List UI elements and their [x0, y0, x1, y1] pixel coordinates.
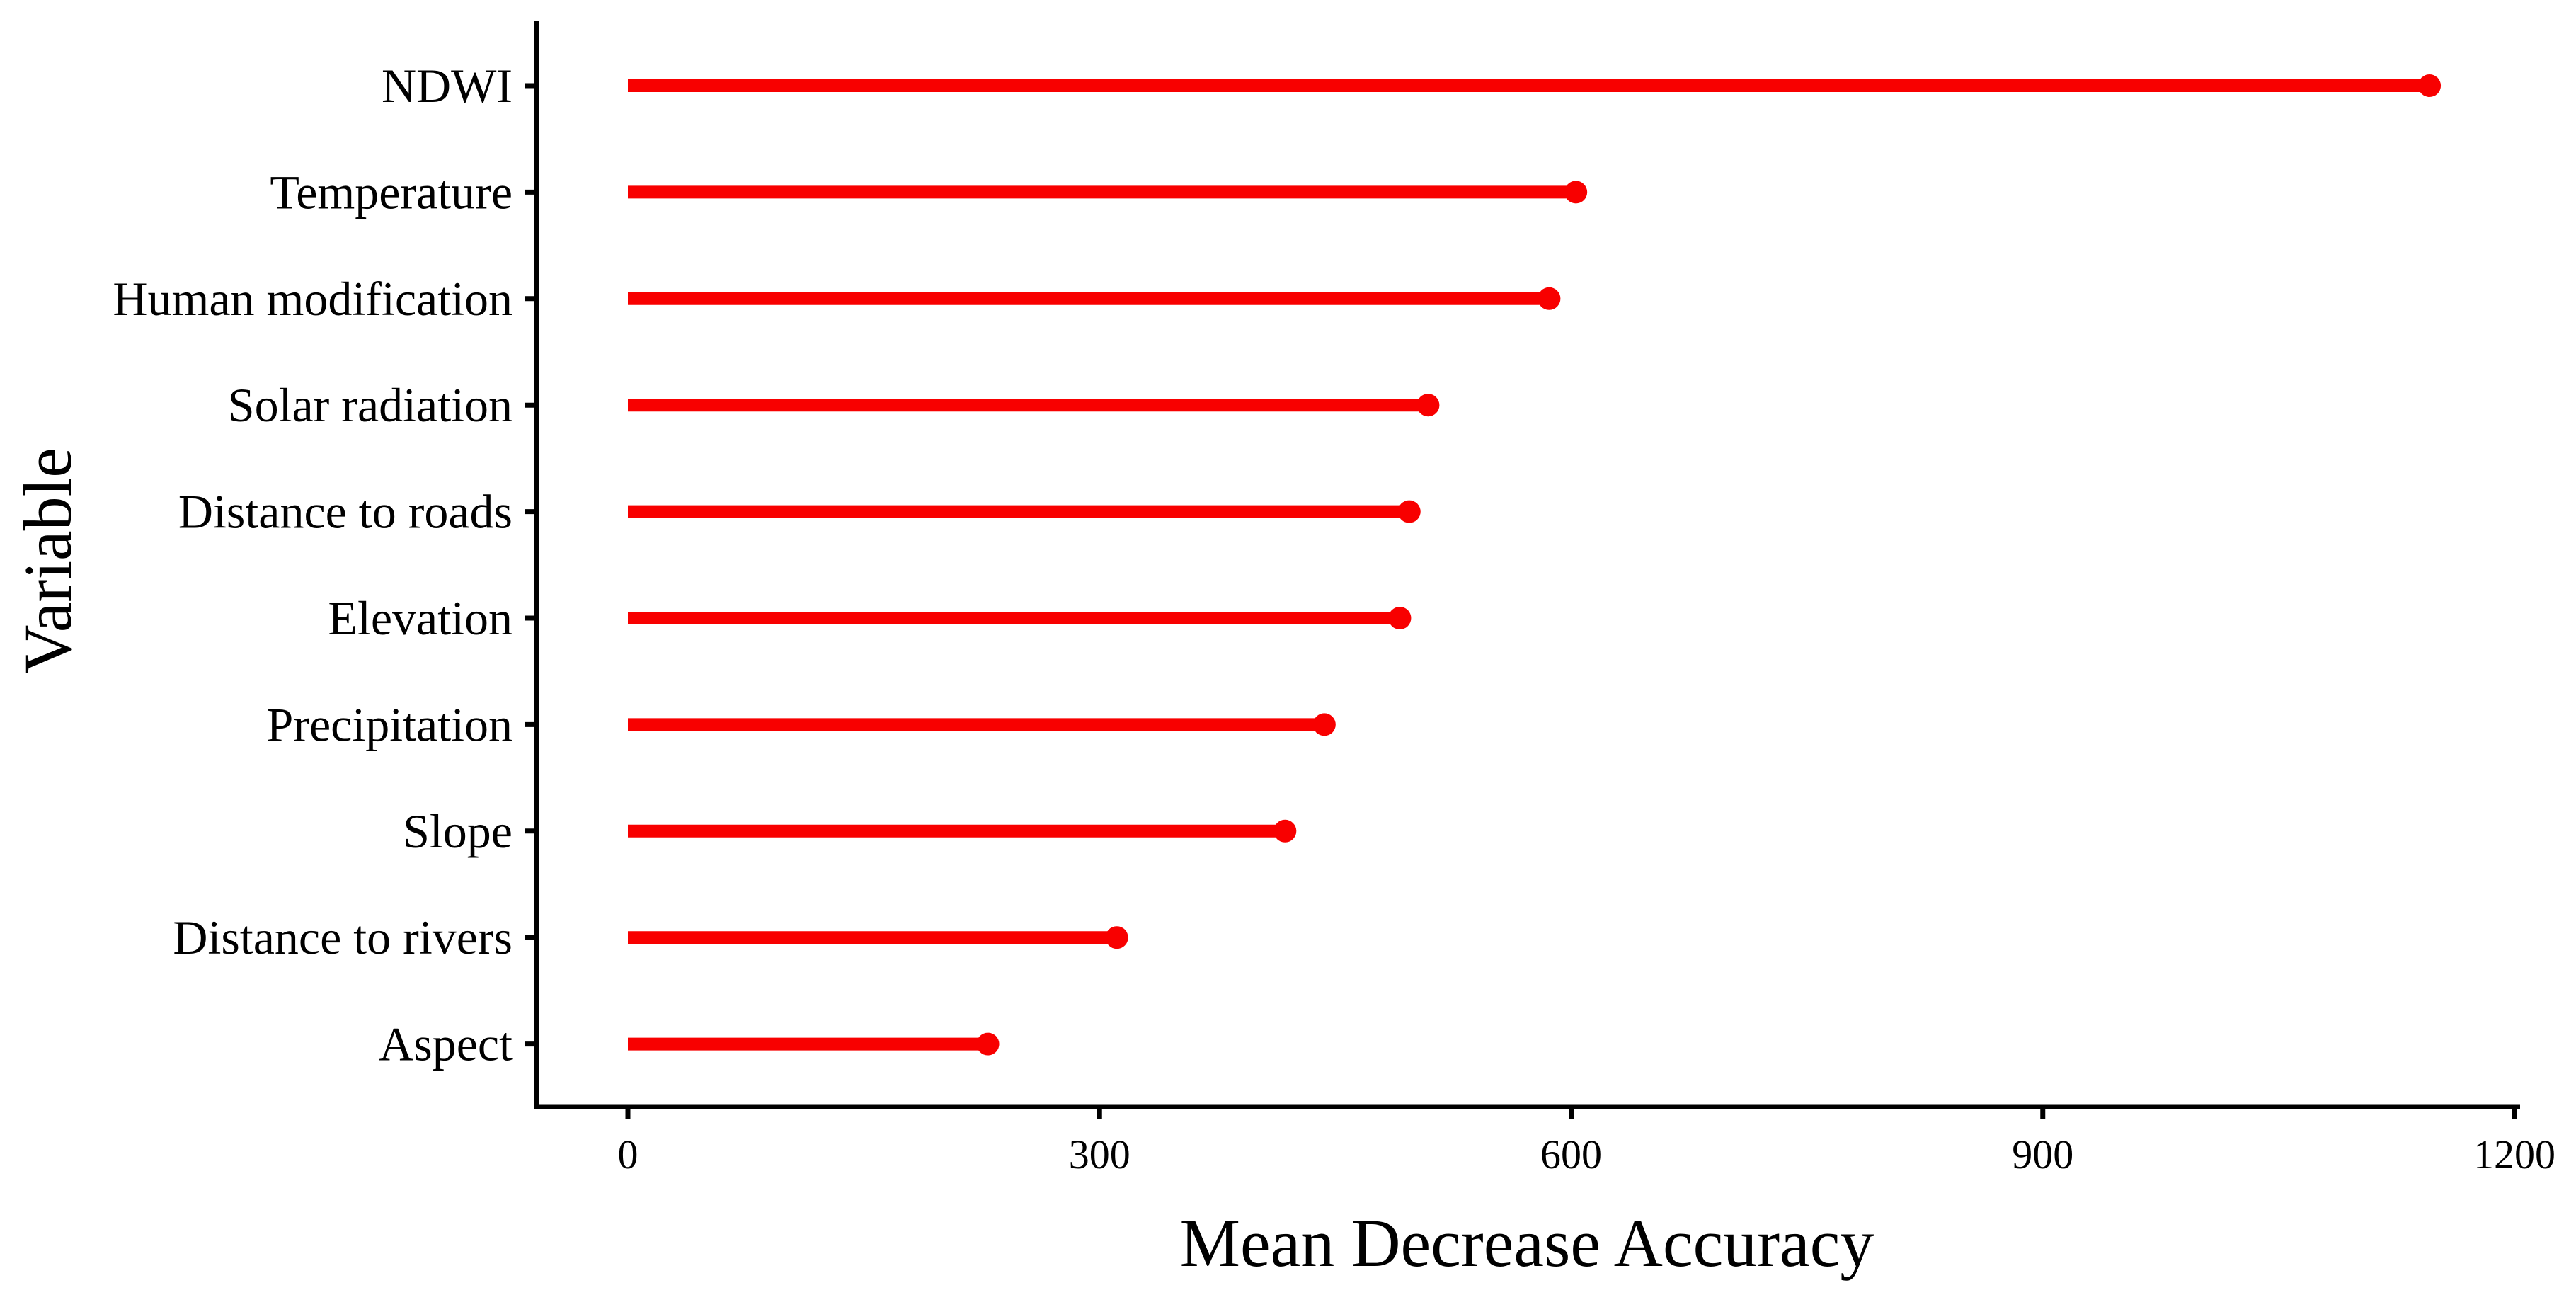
x-tick-label: 900 — [2012, 1131, 2073, 1177]
lollipop-dot — [1312, 713, 1336, 736]
category-label: NDWI — [382, 59, 513, 113]
lollipop-dot — [1397, 500, 1421, 523]
category-label: Solar radiation — [228, 378, 513, 432]
category-label: Distance to roads — [178, 485, 513, 539]
category-label: Temperature — [270, 165, 513, 219]
lollipop-dot — [1564, 181, 1588, 204]
lollipop-dot — [1273, 819, 1297, 843]
category-label: Precipitation — [267, 697, 513, 751]
lollipop-dot — [1388, 607, 1412, 629]
category-label: Distance to rivers — [173, 911, 513, 964]
x-axis-title: Mean Decrease Accuracy — [1180, 1205, 1874, 1281]
lollipop-dot — [1416, 394, 1440, 417]
y-axis-ticks: NDWI Temperature Human modification Solar r… — [113, 59, 537, 1071]
category-label: Aspect — [379, 1017, 513, 1071]
x-tick-label: 600 — [1540, 1131, 1602, 1177]
y-axis-title: Variable — [10, 447, 86, 674]
x-tick-label: 0 — [618, 1131, 639, 1177]
axes — [534, 21, 2520, 1109]
category-label: Human modification — [113, 272, 513, 326]
category-label: Elevation — [328, 591, 513, 645]
lollipop-dot — [2418, 74, 2442, 97]
lollipop-dot — [1538, 287, 1561, 310]
x-tick-label: 300 — [1069, 1131, 1130, 1177]
x-axis-ticks: 0 300 600 900 1200 — [618, 1107, 2555, 1177]
lollipop-dot — [1105, 926, 1128, 949]
lollipop-dot — [976, 1032, 1000, 1056]
x-tick-label: 1200 — [2473, 1131, 2555, 1177]
lollipop-series — [628, 74, 2442, 1056]
category-label: Slope — [403, 804, 513, 858]
